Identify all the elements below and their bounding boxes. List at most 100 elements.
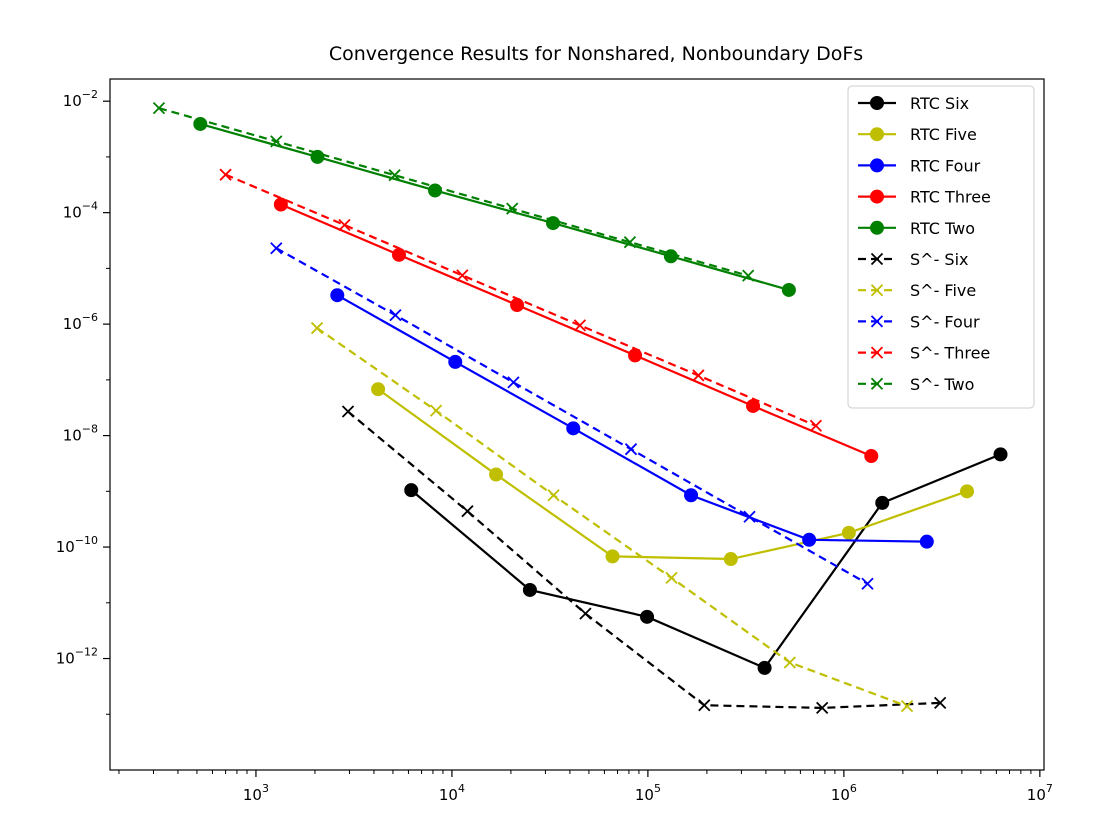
series-line-s-four [275, 247, 869, 585]
y-tick-base: 10 [56, 538, 75, 556]
y-tick-label: 10−6 [63, 311, 98, 333]
data-point [757, 660, 772, 675]
axis-layer: 103 104 105 106 10710−210−410−610−810−1010−1… [56, 88, 1053, 804]
data-point [392, 247, 407, 262]
data-point [605, 549, 620, 564]
legend-marker [870, 377, 884, 390]
legend-entry: S^- Two [858, 375, 974, 394]
plot-frame [109, 78, 1045, 771]
legend-label: S^- Five [910, 281, 976, 300]
y-tick-base: 10 [56, 650, 75, 668]
data-point [341, 405, 355, 418]
series-rtc-two [193, 116, 796, 297]
data-point [698, 699, 711, 712]
legend-entry: RTC Six [858, 94, 969, 113]
series-line-s-five [316, 327, 908, 708]
x-tick-base: 10 [439, 786, 458, 804]
series-line-rtc-two [199, 122, 790, 292]
x-tick-label: 105 [635, 782, 661, 804]
legend-box [847, 85, 1035, 409]
legend-label: RTC Three [910, 188, 991, 207]
y-tick-exponent: −6 [82, 311, 98, 324]
data-point [861, 577, 874, 590]
legend-label: S^- Three [910, 344, 990, 363]
data-point [506, 202, 519, 215]
series-rtc-four [330, 288, 934, 549]
x-tick-label: 106 [831, 782, 857, 804]
series-line-rtc-five [377, 388, 968, 561]
x-tick-label: 104 [439, 782, 465, 804]
legend-label: RTC Two [910, 219, 975, 238]
data-point [547, 489, 560, 502]
legend-label: S^- Four [910, 312, 980, 331]
y-tick-exponent: −8 [82, 423, 98, 436]
x-tick-label: 103 [243, 782, 269, 804]
y-tick-exponent: −12 [75, 646, 98, 659]
legend-marker [870, 315, 884, 328]
y-tick-label: 10−4 [63, 200, 98, 222]
legend: RTC Six RTC Five RTC Four RTC Three RTC Two S… [847, 85, 1035, 409]
data-point [404, 483, 419, 498]
legend-marker [870, 220, 884, 235]
x-tick-base: 10 [1027, 786, 1046, 804]
y-tick-base: 10 [63, 92, 82, 110]
data-point [624, 443, 638, 456]
series-s-four [270, 242, 874, 590]
data-point [310, 321, 324, 335]
data-point [429, 404, 443, 417]
data-point [522, 582, 537, 597]
data-point [371, 382, 386, 397]
legend-marker [870, 127, 884, 142]
x-tick-base: 10 [243, 786, 262, 804]
legend-entry: S^- Four [858, 312, 980, 331]
y-tick-exponent: −2 [82, 88, 98, 101]
x-tick-base: 10 [635, 786, 654, 804]
data-point [579, 607, 592, 620]
series-s-three [219, 168, 823, 432]
legend-marker [870, 346, 884, 359]
x-tick-label: 107 [1027, 782, 1053, 804]
series-line-rtc-four [336, 294, 927, 543]
legend-entry: RTC Two [858, 219, 975, 238]
data-point [809, 419, 823, 432]
data-point [461, 505, 474, 518]
data-point [273, 197, 288, 212]
y-tick-base: 10 [63, 315, 82, 333]
legend-marker [870, 158, 884, 173]
series-s-two [152, 102, 755, 282]
data-point [566, 421, 581, 436]
data-point [781, 282, 796, 297]
data-point [389, 308, 402, 322]
legend-label: S^- Two [910, 375, 974, 394]
data-point [816, 701, 829, 715]
series-layer [152, 102, 1008, 715]
y-tick-base: 10 [63, 427, 82, 445]
x-tick-exponent: 5 [654, 782, 661, 795]
x-tick-base: 10 [831, 786, 850, 804]
series-line-s-six [347, 410, 941, 710]
data-point [573, 319, 587, 332]
legend-entry: S^- Five [858, 281, 976, 300]
series-s-five [310, 321, 914, 713]
data-point [919, 534, 934, 549]
data-point [960, 484, 975, 499]
legend-label: RTC Four [910, 156, 981, 175]
series-rtc-six [404, 447, 1008, 675]
series-line-rtc-six [410, 453, 1001, 670]
legend-label: RTC Six [910, 94, 969, 113]
series-rtc-five [371, 382, 975, 567]
data-point [900, 699, 914, 713]
data-point [219, 168, 232, 181]
legend-label: RTC Five [910, 125, 977, 144]
legend-marker [870, 252, 884, 266]
data-point [310, 149, 325, 164]
data-point [623, 236, 637, 249]
data-point [665, 571, 678, 585]
data-point [783, 656, 796, 669]
y-tick-exponent: −4 [82, 200, 98, 213]
legend-label: S^- Six [910, 250, 969, 269]
data-point [841, 525, 856, 540]
y-tick-exponent: −10 [75, 534, 98, 547]
